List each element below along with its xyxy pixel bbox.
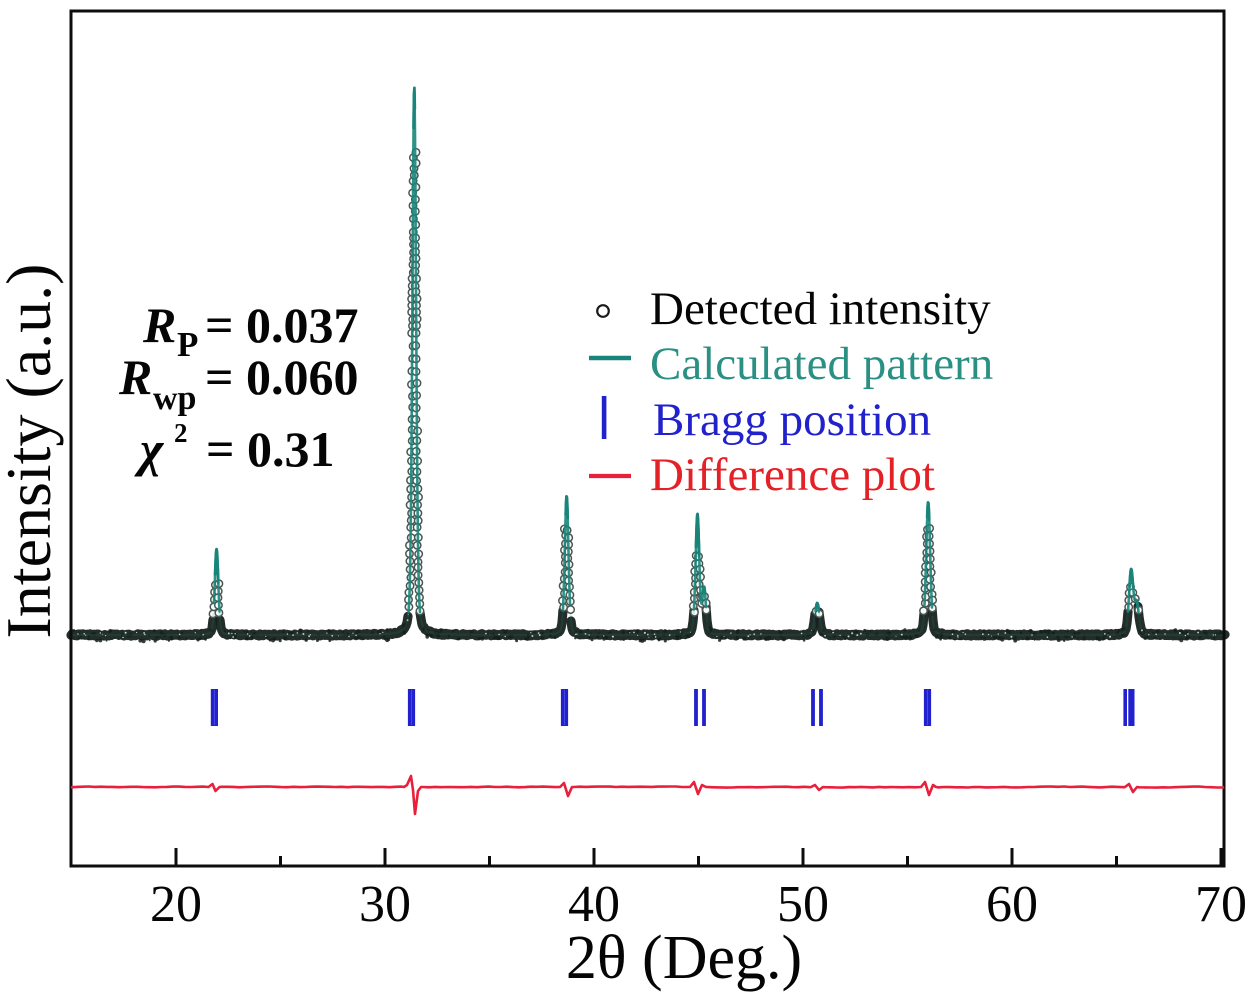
svg-text:P: P [177, 325, 198, 364]
svg-text:Difference plot: Difference plot [650, 449, 935, 501]
svg-text:40: 40 [568, 876, 620, 933]
svg-text:20: 20 [150, 876, 202, 933]
svg-text:70: 70 [1195, 876, 1247, 933]
svg-text:Bragg position: Bragg position [653, 394, 931, 446]
svg-text:wp: wp [153, 380, 196, 417]
svg-text:χ: χ [134, 421, 165, 477]
svg-text:60: 60 [986, 876, 1038, 933]
svg-text:= 0.060: = 0.060 [205, 349, 359, 405]
svg-text:Calculated pattern: Calculated pattern [650, 338, 993, 390]
svg-text:30: 30 [359, 876, 411, 933]
svg-text:= 0.037: = 0.037 [205, 297, 359, 353]
svg-text:50: 50 [777, 876, 829, 933]
svg-text:R: R [118, 349, 152, 405]
svg-text:Intensity (a.u.): Intensity (a.u.) [0, 264, 64, 639]
svg-text:2θ (Deg.): 2θ (Deg.) [566, 924, 802, 992]
svg-text:R: R [142, 297, 176, 353]
svg-text:2: 2 [174, 418, 188, 448]
svg-text:= 0.31: = 0.31 [206, 421, 335, 477]
svg-text:Detected intensity: Detected intensity [650, 283, 991, 335]
